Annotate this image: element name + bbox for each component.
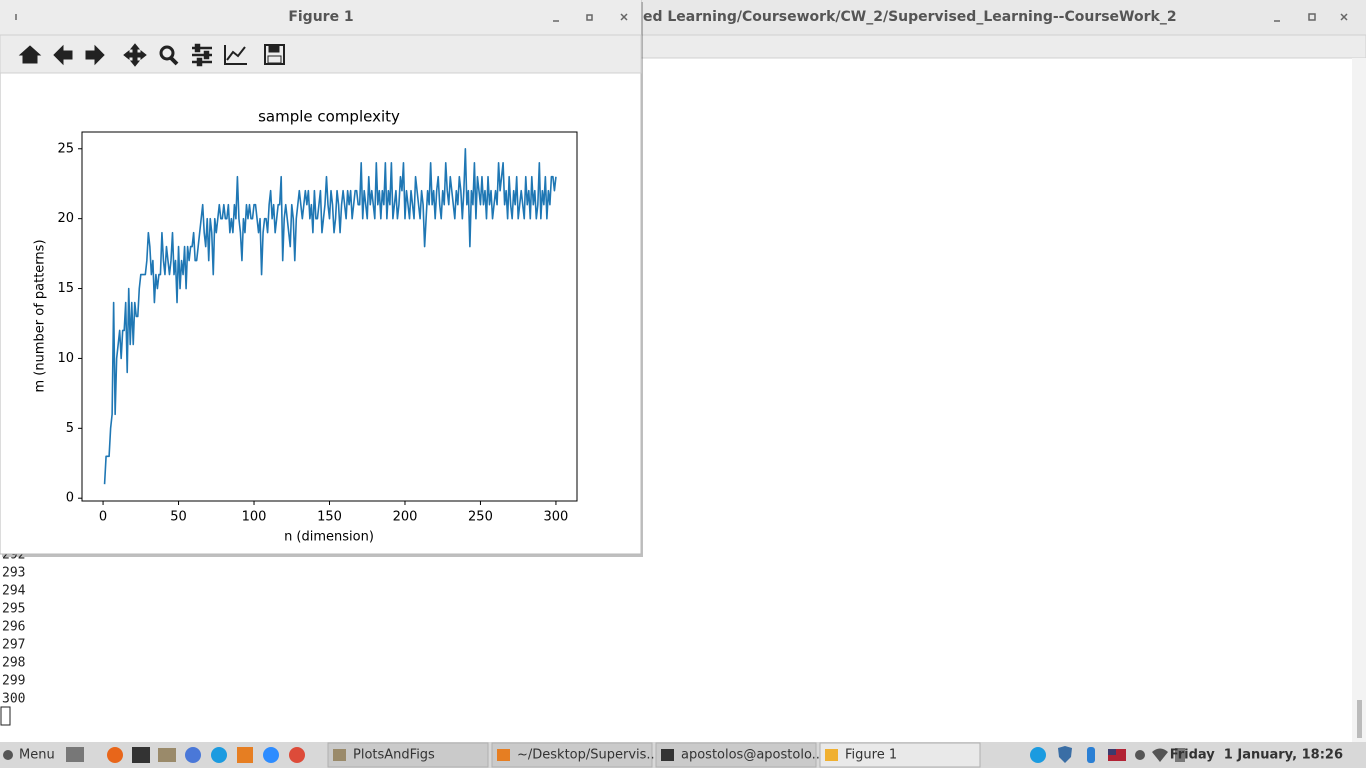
launcher[interactable] (132, 747, 150, 763)
y-tick-label: 5 (66, 421, 74, 436)
launcher[interactable] (211, 747, 227, 763)
x-tick-label: 300 (544, 510, 569, 525)
terminal-line: 299 (2, 674, 25, 689)
y-tick-label: 20 (57, 211, 74, 226)
y-tick-label: 0 (66, 491, 74, 506)
y-tick-label: 25 (57, 141, 74, 156)
x-tick-label: 150 (317, 510, 342, 525)
menu-icon[interactable] (3, 750, 13, 760)
x-tick-label: 250 (468, 510, 493, 525)
task-icon (333, 749, 346, 761)
x-tick-label: 0 (99, 510, 107, 525)
terminal-line: 294 (2, 584, 26, 599)
y-axis-label: m (number of patterns) (33, 239, 48, 392)
figure-controls[interactable] (15, 13, 628, 22)
axes-button[interactable] (224, 45, 247, 65)
x-tick-label: 50 (170, 510, 187, 525)
task-label[interactable]: ~/Desktop/Supervis... (517, 748, 659, 763)
tray-icon[interactable] (1087, 747, 1095, 763)
task-icon (825, 749, 838, 761)
task-label[interactable]: apostolos@apostolo... (681, 748, 824, 763)
launcher[interactable] (263, 747, 279, 763)
launchers (66, 747, 305, 763)
tray-icon[interactable] (1152, 748, 1168, 763)
launcher[interactable] (185, 747, 201, 763)
task-button[interactable] (491, 742, 653, 768)
launcher[interactable] (66, 747, 84, 762)
launcher[interactable] (107, 747, 123, 763)
launcher[interactable] (158, 748, 176, 762)
figure-titlebar (0, 0, 641, 35)
chart-title: sample complexity (258, 108, 400, 126)
menu-button[interactable]: Menu (19, 748, 55, 763)
task-button[interactable] (327, 742, 489, 768)
y-tick-label: 10 (57, 351, 74, 366)
task-button[interactable] (819, 742, 981, 768)
home-button[interactable] (18, 45, 42, 64)
toolbar-icons (18, 43, 285, 67)
plot: sample complexity n (dimension) m (numbe… (33, 108, 578, 545)
terminal-title: ed Learning/Coursework/CW_2/Supervised_L… (643, 9, 1177, 25)
terminal-line: 297 (2, 638, 25, 653)
toolbar (0, 34, 642, 74)
y-tick-label: 15 (57, 281, 74, 296)
scrollbar[interactable] (1352, 58, 1366, 742)
save-button[interactable] (264, 44, 285, 65)
zoom-button[interactable] (159, 45, 179, 66)
terminal-line: 298 (2, 656, 25, 671)
task-label[interactable]: PlotsAndFigs (353, 748, 435, 763)
forward-button[interactable] (85, 44, 105, 66)
x-tick-label: 200 (393, 510, 418, 525)
task-list: PlotsAndFigs ~/Desktop/Supervis... apostol… (327, 742, 981, 768)
tray-icon[interactable] (1058, 746, 1072, 763)
terminal-line: 295 (2, 602, 25, 617)
configure-button[interactable] (192, 43, 212, 67)
clock[interactable]: Friday 1 January, 18:26 (1170, 748, 1343, 763)
launcher[interactable] (289, 747, 305, 763)
window-title: Figure 1 (288, 9, 353, 25)
terminal-line: 296 (2, 620, 25, 635)
pan-button[interactable] (123, 43, 147, 67)
tray-icon[interactable] (1030, 747, 1046, 763)
scrollbar-thumb[interactable] (1357, 700, 1362, 738)
terminal-line: 293 (2, 566, 25, 581)
data-line (103, 147, 557, 485)
launcher[interactable] (237, 747, 253, 763)
task-icon (661, 749, 674, 761)
task-button[interactable] (655, 742, 817, 768)
terminal-controls[interactable] (1274, 13, 1348, 22)
tray-icon[interactable] (1135, 750, 1145, 760)
axes-frame (81, 131, 578, 502)
task-label[interactable]: Figure 1 (845, 748, 897, 763)
x-tick-label: 100 (242, 510, 267, 525)
terminal-line: 300 (2, 692, 25, 707)
tray-icon[interactable] (1175, 748, 1185, 762)
back-button[interactable] (53, 44, 73, 66)
cursor (0, 706, 11, 726)
task-icon (497, 749, 510, 761)
tray-icons (1030, 746, 1185, 763)
tray-icon (1108, 749, 1116, 755)
x-axis-label: n (dimension) (284, 530, 374, 545)
